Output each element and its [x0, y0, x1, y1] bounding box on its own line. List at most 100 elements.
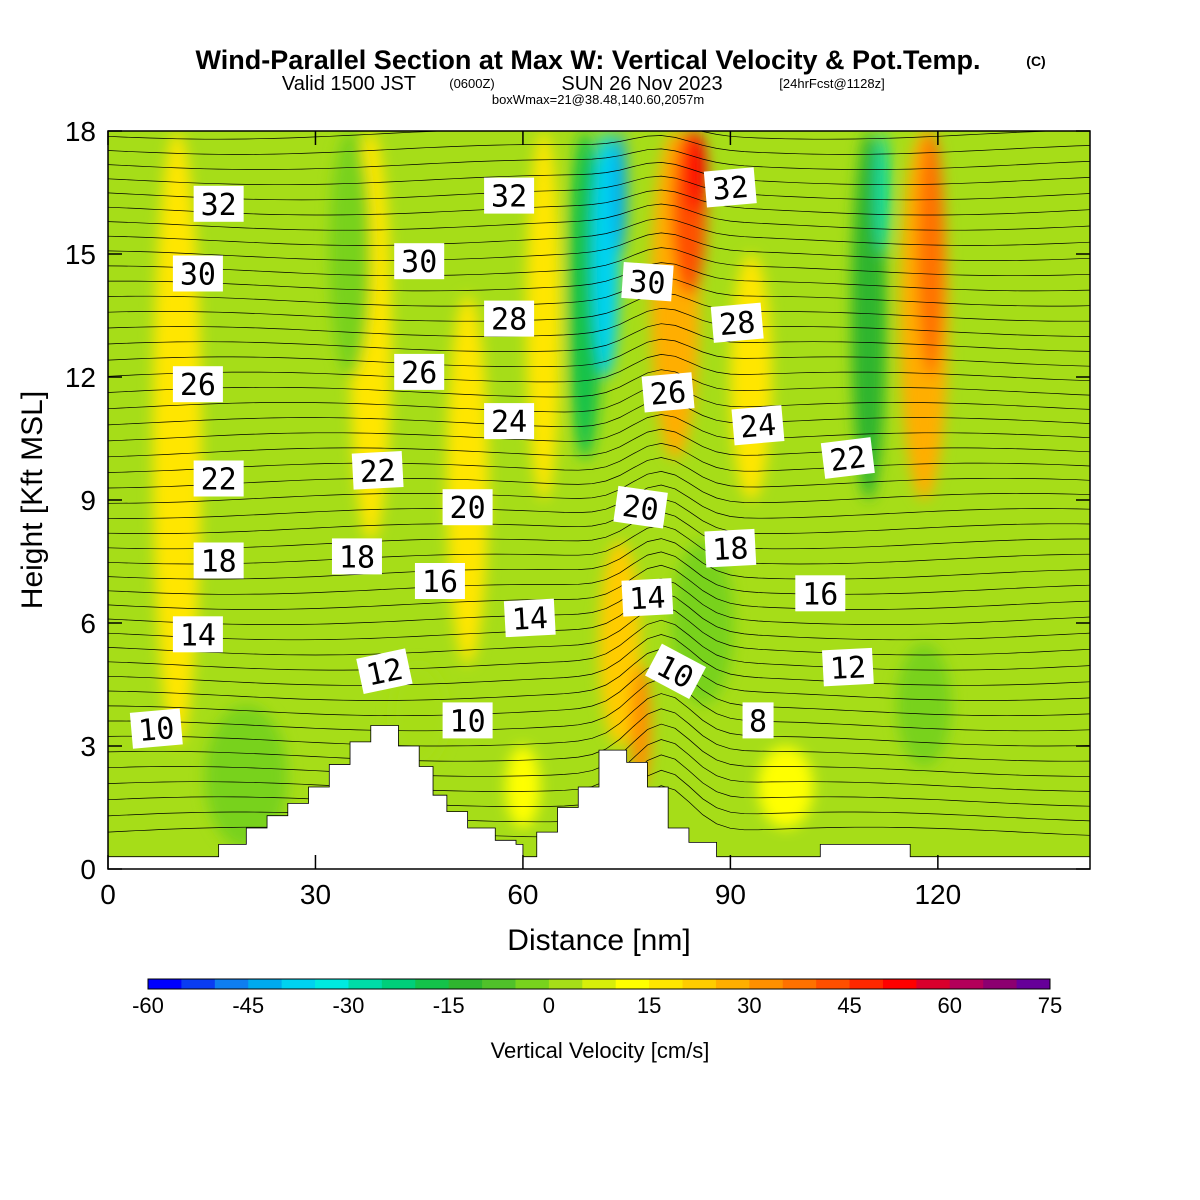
- contour-label: 20: [442, 489, 493, 526]
- colorbar-swatch: [849, 979, 884, 989]
- contour-label: 28: [484, 300, 535, 338]
- contour-label-text: 22: [828, 440, 868, 479]
- colorbar-swatch: [1016, 979, 1051, 989]
- contour-label-text: 20: [450, 491, 486, 526]
- contour-label-text: 28: [491, 303, 527, 338]
- colorbar-swatch: [882, 979, 917, 989]
- x-tick-label: 60: [507, 879, 538, 910]
- y-tick-label: 6: [80, 608, 96, 639]
- colorbar-frame: [147, 978, 1051, 990]
- contour-label-text: 12: [829, 650, 867, 687]
- contour-label-box: [394, 243, 445, 280]
- contour-label-text: 32: [201, 188, 237, 223]
- contour-label: 16: [795, 575, 846, 612]
- colorbar-swatch: [983, 979, 1018, 989]
- contour-label: 32: [484, 177, 535, 215]
- colorbar-swatch: [348, 979, 383, 989]
- colorbar-tick-label: -60: [132, 993, 164, 1018]
- contour-label-text: 16: [802, 577, 838, 612]
- velocity-shade-area: [329, 131, 371, 377]
- contour-label-text: 16: [422, 565, 458, 600]
- x-tick-label: 90: [715, 879, 746, 910]
- theta-contour: [108, 578, 1090, 625]
- velocity-shade-area: [505, 746, 541, 828]
- colorbar-swatch: [281, 979, 316, 989]
- theta-contour: [108, 605, 1090, 656]
- colorbar-swatch: [315, 979, 349, 989]
- contour-label-box: [731, 405, 785, 446]
- y-axis: 0 3 6 9 12 15 18: [65, 116, 1090, 885]
- contour-label-text: 32: [491, 180, 527, 215]
- theta-contour: [108, 323, 1090, 352]
- contour-label-box: [356, 648, 413, 695]
- velocity-shade-area: [875, 131, 890, 254]
- colorbar-tick-label: 75: [1038, 993, 1062, 1018]
- theta-contour: [108, 384, 1090, 413]
- theta-contour: [108, 109, 1090, 124]
- contour-label-text: 30: [401, 245, 437, 280]
- velocity-shade-area: [612, 131, 627, 254]
- theta-contour: [108, 203, 1090, 231]
- box-max-info: boxWmax=21@38.48,140.60,2057m: [492, 92, 704, 107]
- contour-label-box: [484, 177, 535, 214]
- contour-label-box: [703, 167, 757, 208]
- contour-label-text: 14: [511, 601, 549, 638]
- theta-contour: [108, 217, 1090, 246]
- contour-label: 12: [821, 647, 874, 687]
- contour-label-box: [331, 538, 382, 575]
- y-tick-label: 12: [65, 362, 96, 393]
- colorbar-tick-label: -15: [433, 993, 465, 1018]
- contour-label-text: 18: [339, 540, 375, 575]
- colorbar-tick-label: -30: [333, 993, 365, 1018]
- contour-label-box: [129, 708, 183, 749]
- colorbar-swatch: [148, 979, 182, 989]
- contour-label: 32: [193, 185, 244, 223]
- theta-contour: [108, 277, 1090, 307]
- colorbar-swatch: [715, 979, 750, 989]
- chart-title: Wind-Parallel Section at Max W: Vertical…: [196, 45, 981, 75]
- colorbar-swatch: [181, 979, 216, 989]
- contour-label: 32: [703, 167, 757, 208]
- theta-contour: [108, 471, 1090, 504]
- contour-label-box: [172, 616, 223, 653]
- contour-label-box: [193, 460, 244, 497]
- contour-label-text: 22: [359, 453, 397, 490]
- terrain-profile: [108, 725, 1090, 869]
- contour-label: 22: [351, 451, 404, 490]
- theta-contour: [108, 338, 1090, 368]
- theta-contour: [108, 175, 1090, 201]
- contour-label-text: 8: [749, 704, 767, 739]
- colorbar-tick-label: 60: [938, 993, 962, 1018]
- contour-label-text: 28: [718, 305, 757, 343]
- contour-label-box: [484, 300, 535, 337]
- colorbar-swatch: [649, 979, 684, 989]
- theta-contour: [108, 148, 1090, 170]
- theta-contour: [108, 354, 1090, 383]
- theta-contour: [108, 443, 1090, 473]
- contour-label-text: 26: [649, 375, 688, 413]
- colorbar: [147, 978, 1051, 990]
- contour-label-box: [821, 647, 874, 687]
- theta-contour: [108, 369, 1090, 398]
- y-axis-label: Height [Kft MSL]: [16, 391, 49, 609]
- velocity-shade-area: [896, 643, 952, 767]
- theta-contour: [108, 307, 1090, 337]
- colorbar-swatch: [448, 979, 483, 989]
- contour-labels: 32 32 32 30 30 30 28 28 26 26 26 24 24 22 22 22 20 20 18 18…: [129, 167, 875, 749]
- contour-label-box: [613, 485, 668, 529]
- contour-label-box: [503, 598, 556, 638]
- contour-label: 20: [613, 485, 668, 529]
- contour-label: 30: [621, 262, 674, 302]
- contour-label: 30: [394, 243, 445, 280]
- contour-label: 14: [621, 578, 674, 617]
- contour-label: 26: [394, 353, 445, 391]
- theta-contour: [108, 135, 1090, 155]
- theta-contour: [108, 428, 1090, 458]
- colorbar-swatch: [949, 979, 984, 989]
- contour-label: 18: [704, 528, 757, 568]
- colorbar-swatch: [415, 979, 450, 989]
- theta-contour: [108, 399, 1090, 428]
- theta-contour: [108, 564, 1090, 610]
- velocity-shade-area: [730, 254, 772, 500]
